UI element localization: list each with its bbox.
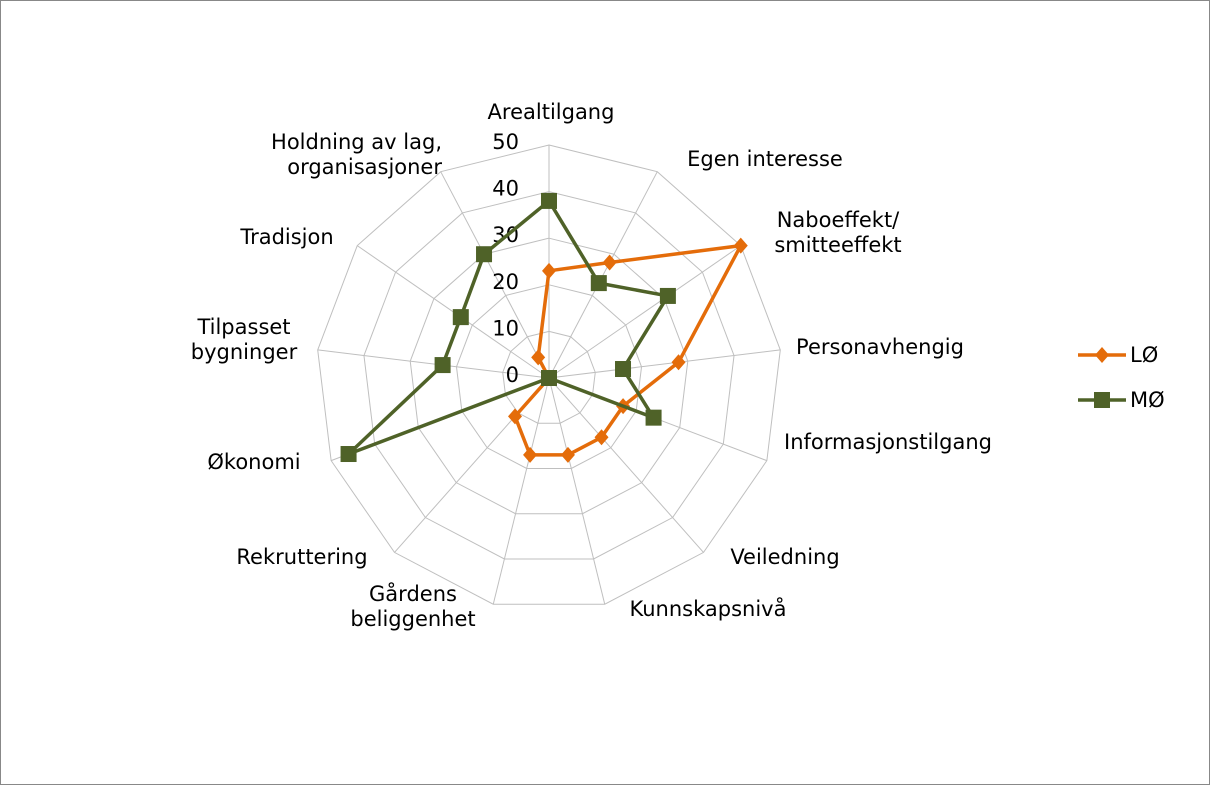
marker bbox=[1095, 347, 1109, 363]
category-label: Arealtilgang bbox=[487, 100, 615, 124]
marker bbox=[542, 262, 556, 279]
marker bbox=[340, 446, 357, 463]
r-tick-label: 40 bbox=[492, 177, 519, 201]
spoke bbox=[492, 377, 550, 605]
grid-ring bbox=[363, 191, 735, 560]
marker bbox=[560, 446, 575, 463]
r-tick-label: 0 bbox=[506, 363, 519, 387]
category-label: Tilpasset bygninger bbox=[190, 315, 298, 364]
r-tick-label: 20 bbox=[492, 270, 519, 294]
marker bbox=[541, 370, 557, 386]
marker bbox=[645, 409, 662, 426]
marker bbox=[523, 446, 538, 463]
spoke bbox=[548, 377, 606, 605]
marker bbox=[671, 354, 686, 371]
r-tick-label: 10 bbox=[492, 316, 519, 340]
marker bbox=[733, 237, 748, 254]
marker bbox=[434, 357, 451, 374]
spoke bbox=[440, 171, 550, 379]
category-label: Rekruttering bbox=[236, 545, 368, 569]
marker bbox=[1094, 392, 1110, 408]
marker bbox=[476, 246, 493, 263]
category-label: Informasjonstilgang bbox=[784, 430, 992, 454]
category-label: Naboeffekt/ smitteeffekt bbox=[774, 208, 902, 257]
legend-label: LØ bbox=[1130, 343, 1158, 367]
category-label: Holdning av lag, organisasjoner bbox=[271, 130, 442, 179]
spoke bbox=[548, 377, 704, 553]
category-label: Gårdens beliggenhet bbox=[350, 582, 476, 631]
spoke bbox=[548, 349, 781, 379]
marker bbox=[590, 275, 607, 292]
marker bbox=[541, 192, 557, 209]
marker bbox=[531, 349, 546, 366]
spoke bbox=[548, 245, 742, 379]
grid-ring bbox=[409, 237, 689, 515]
marker bbox=[659, 287, 676, 304]
marker bbox=[602, 254, 617, 271]
category-label: Tradisjon bbox=[240, 225, 334, 249]
category-label: Egen interesse bbox=[687, 147, 843, 171]
marker bbox=[508, 408, 523, 425]
category-label: Kunnskapsnivå bbox=[629, 597, 787, 621]
r-tick-label: 50 bbox=[492, 130, 519, 154]
marker bbox=[594, 429, 609, 446]
spoke bbox=[317, 349, 550, 379]
category-label: Personavhengig bbox=[796, 335, 964, 359]
category-label: Veiledning bbox=[730, 545, 840, 569]
legend-label: MØ bbox=[1130, 388, 1165, 412]
spoke bbox=[548, 171, 658, 379]
grid-ring bbox=[455, 284, 643, 469]
marker bbox=[452, 309, 469, 326]
category-label: Økonomi bbox=[207, 450, 301, 474]
grid-ring bbox=[502, 330, 596, 424]
marker bbox=[615, 361, 632, 378]
grid-ring bbox=[317, 144, 781, 605]
